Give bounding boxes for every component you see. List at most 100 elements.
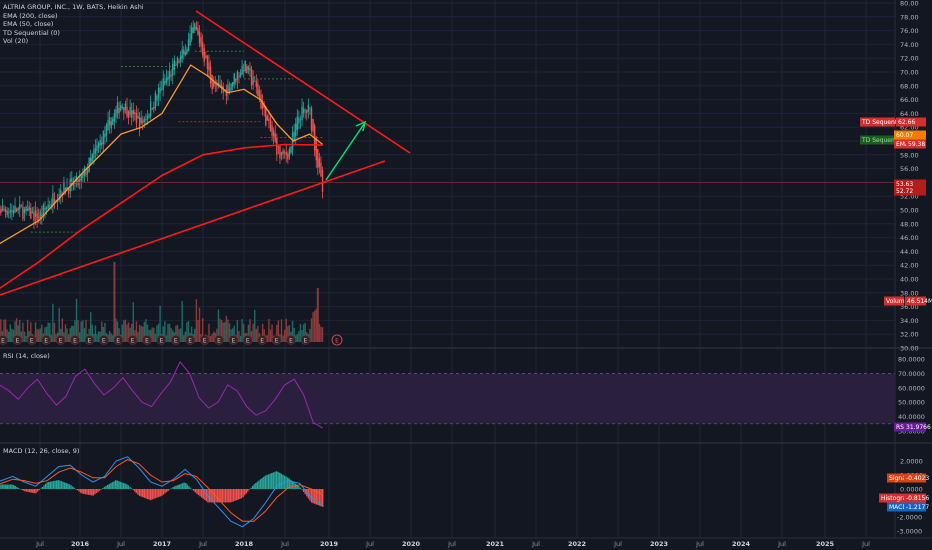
volume-bar (22, 322, 24, 342)
candle-body (80, 175, 82, 181)
macd-histogram-bar (114, 480, 117, 489)
volume-bar (102, 326, 105, 342)
macd-histogram-bar (271, 473, 273, 489)
candle-body (66, 187, 68, 191)
macd-histogram-bar (59, 480, 61, 489)
macd-histogram-bar (146, 489, 149, 500)
macd-histogram-bar (110, 483, 112, 489)
macd-histogram-bar (22, 489, 24, 491)
macd-histogram-bar (274, 471, 276, 489)
candle-body (211, 74, 213, 90)
earnings-marker-label: E (304, 337, 308, 344)
candle-body (203, 48, 205, 62)
candle-body (108, 117, 111, 126)
signal-line (0, 459, 323, 522)
volume-bar (34, 322, 37, 342)
macd-histogram-bar (291, 481, 294, 489)
time-axis-tick: Jul (777, 540, 786, 548)
volume-bar (302, 324, 305, 342)
candle-body (285, 152, 287, 155)
candle-body (34, 210, 37, 217)
macd-histogram-bar (95, 489, 98, 494)
macd-histogram-bar (296, 484, 298, 489)
macd-histogram-bar (259, 479, 262, 489)
price-axis-tick: 64.00 (900, 110, 919, 118)
volume-bar (242, 323, 245, 342)
rsi-axis-tick: 40.0000 (898, 413, 925, 421)
macd-histogram-bar (315, 489, 318, 505)
candle-body (277, 146, 280, 147)
price-axis-tick: 58.00 (900, 151, 919, 159)
candle-body (244, 60, 246, 71)
rsi-value: 31.9766 (906, 424, 931, 431)
volume-bar (222, 322, 224, 342)
volume-bar (110, 333, 112, 342)
candle-body (119, 105, 122, 111)
volume-bar (8, 331, 10, 342)
candle-body (242, 70, 245, 72)
macd-histogram-bar (24, 489, 26, 492)
candle-body (52, 193, 54, 206)
volume-bar (126, 324, 128, 342)
macd-histogram-bar (121, 482, 123, 489)
volume-bar (247, 324, 250, 342)
macd-macd-value-box (904, 502, 926, 512)
candle-body (195, 26, 198, 30)
rsi-value-box (904, 422, 926, 432)
td-setup-label: TD Sequential Plot (861, 119, 918, 126)
volume-bar (301, 330, 303, 342)
macd-axis-tick: 2.0000 (900, 458, 923, 466)
macd-histogram-bar (89, 489, 91, 496)
volume-bar (194, 328, 196, 342)
macd-histogram-label: Histogram (881, 495, 912, 502)
volume-bar (96, 334, 98, 342)
candle-body (246, 65, 248, 74)
volume-bar (318, 323, 321, 342)
earnings-marker-label: E (246, 337, 250, 344)
volume-bar (287, 326, 289, 342)
candle-body (321, 169, 324, 192)
candle-body (156, 96, 158, 101)
macd-histogram-bar (322, 489, 324, 507)
volume-bar (321, 327, 324, 342)
volume-bar (44, 327, 46, 342)
earnings-marker-label: E (232, 337, 236, 344)
ema200-tag: 59.38 (908, 141, 925, 148)
macd-histogram-bar (49, 481, 52, 489)
candle-body (255, 80, 257, 87)
macd-histogram-bar (99, 489, 101, 491)
volume-bar (116, 321, 119, 342)
volume-bar (211, 333, 213, 342)
volume-bar (85, 319, 87, 342)
volume-value: 46.514M (907, 298, 932, 305)
macd-histogram-bar (111, 482, 114, 489)
volume-bar (41, 324, 43, 342)
volume-bar (216, 328, 218, 342)
volume-bar (269, 329, 272, 342)
macd-histogram-bar (192, 489, 195, 491)
volume-bar (183, 335, 185, 342)
candle-body (233, 73, 235, 85)
macd-histogram-bar (73, 487, 75, 489)
volume-bar (231, 328, 234, 342)
macd-histogram-bar (261, 478, 263, 489)
price-axis-tick: 44.00 (900, 248, 919, 256)
earnings-marker-label: E (88, 337, 92, 344)
volume-bar (288, 324, 291, 342)
earnings-marker (41, 335, 52, 345)
macd-histogram-bar (25, 489, 28, 492)
macd-histogram-bar (199, 489, 201, 497)
macd-histogram-bar (239, 489, 241, 499)
earnings-marker (70, 335, 80, 345)
macd-histogram-bar (62, 481, 64, 489)
macd-histogram-bar (205, 489, 208, 502)
volume-bar (266, 335, 269, 342)
volume-bar (3, 319, 5, 342)
volume-bar (77, 320, 79, 342)
macd-histogram-bar (185, 483, 187, 489)
volume-bar (257, 325, 259, 342)
earnings-marker-label: E (1, 337, 5, 344)
macd-histogram-bar (208, 489, 211, 503)
volume-bar (11, 328, 13, 342)
